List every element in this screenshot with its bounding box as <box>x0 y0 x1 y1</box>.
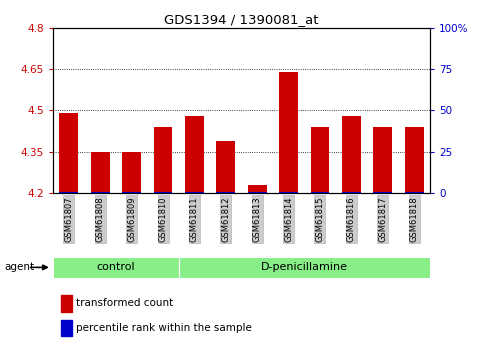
Text: GSM61812: GSM61812 <box>221 196 230 242</box>
Bar <box>216 141 235 193</box>
Text: GSM61815: GSM61815 <box>315 196 325 242</box>
Bar <box>154 191 172 193</box>
Bar <box>122 152 141 193</box>
Text: percentile rank within the sample: percentile rank within the sample <box>76 323 252 333</box>
Text: GSM61811: GSM61811 <box>190 196 199 242</box>
Text: GSM61814: GSM61814 <box>284 196 293 242</box>
Bar <box>311 127 329 193</box>
Bar <box>342 191 361 193</box>
Bar <box>279 72 298 193</box>
Bar <box>405 191 424 193</box>
Bar <box>122 192 141 193</box>
Bar <box>185 116 204 193</box>
Bar <box>59 113 78 193</box>
Text: GSM61810: GSM61810 <box>158 196 168 242</box>
Bar <box>279 191 298 193</box>
Text: control: control <box>97 263 135 272</box>
Text: D-penicillamine: D-penicillamine <box>261 263 348 272</box>
Bar <box>248 185 267 193</box>
Bar <box>59 191 78 193</box>
Bar <box>91 152 110 193</box>
Bar <box>53 257 179 278</box>
Bar <box>154 127 172 193</box>
Text: GSM61807: GSM61807 <box>64 196 73 242</box>
Bar <box>179 257 430 278</box>
Bar <box>373 127 392 193</box>
Bar <box>216 191 235 193</box>
Bar <box>61 320 71 336</box>
Text: GSM61818: GSM61818 <box>410 196 419 242</box>
Bar <box>185 192 204 193</box>
Bar <box>61 295 71 312</box>
Bar <box>91 192 110 193</box>
Bar <box>311 191 329 193</box>
Text: GSM61816: GSM61816 <box>347 196 356 242</box>
Text: GSM61808: GSM61808 <box>96 196 105 242</box>
Bar <box>248 192 267 193</box>
Title: GDS1394 / 1390081_at: GDS1394 / 1390081_at <box>164 13 319 27</box>
Text: agent: agent <box>5 263 35 272</box>
Text: GSM61817: GSM61817 <box>378 196 387 242</box>
Text: GSM61809: GSM61809 <box>127 196 136 242</box>
Bar <box>405 127 424 193</box>
Text: transformed count: transformed count <box>76 298 173 308</box>
Bar <box>373 191 392 193</box>
Bar <box>342 116 361 193</box>
Text: GSM61813: GSM61813 <box>253 196 262 242</box>
